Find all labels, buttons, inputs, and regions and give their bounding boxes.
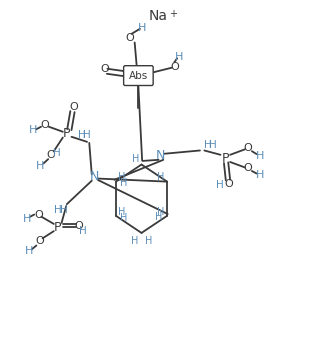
Text: H: H (120, 213, 128, 222)
Text: P: P (222, 152, 229, 165)
Text: H: H (79, 226, 86, 236)
Text: O: O (100, 64, 109, 74)
Text: O: O (35, 236, 44, 246)
Text: H: H (54, 204, 62, 215)
Text: O: O (170, 62, 179, 72)
Text: Na: Na (149, 9, 168, 23)
Text: H: H (132, 154, 139, 165)
Text: H: H (138, 23, 146, 33)
Text: H: H (118, 207, 126, 217)
Text: O: O (224, 179, 233, 189)
Text: H: H (157, 207, 165, 216)
Text: H: H (53, 148, 61, 158)
Text: O: O (125, 33, 134, 43)
Text: H: H (60, 204, 67, 215)
Text: Abs: Abs (129, 71, 148, 81)
Text: O: O (34, 210, 43, 220)
Text: O: O (244, 163, 253, 174)
Text: O: O (69, 102, 78, 112)
Text: P: P (63, 127, 71, 140)
Text: H: H (36, 161, 44, 171)
Text: O: O (244, 143, 253, 153)
Text: H: H (155, 212, 163, 222)
Text: H: H (118, 172, 126, 182)
Text: H: H (256, 170, 264, 180)
Text: O: O (74, 221, 83, 231)
Text: N: N (156, 149, 165, 162)
Text: H: H (145, 236, 152, 246)
Text: H: H (256, 150, 264, 161)
Text: H: H (83, 130, 91, 140)
Text: O: O (46, 150, 55, 160)
Text: H: H (175, 51, 183, 62)
Text: +: + (169, 9, 177, 19)
Text: H: H (120, 178, 128, 188)
Text: H: H (29, 125, 37, 135)
Text: H: H (78, 130, 86, 140)
Text: H: H (26, 246, 34, 256)
Text: H: H (23, 213, 31, 224)
FancyBboxPatch shape (123, 66, 153, 85)
Text: N: N (90, 170, 100, 183)
Text: H: H (209, 140, 217, 150)
Text: H: H (131, 236, 138, 246)
Text: H: H (157, 172, 165, 181)
Text: P: P (54, 221, 61, 234)
Text: H: H (216, 180, 224, 190)
Text: O: O (41, 120, 49, 130)
Text: H: H (205, 140, 212, 150)
